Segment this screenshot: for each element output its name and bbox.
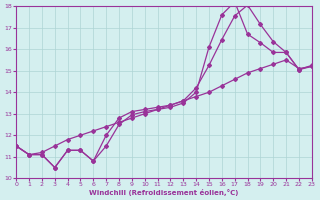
X-axis label: Windchill (Refroidissement éolien,°C): Windchill (Refroidissement éolien,°C) [89,189,239,196]
